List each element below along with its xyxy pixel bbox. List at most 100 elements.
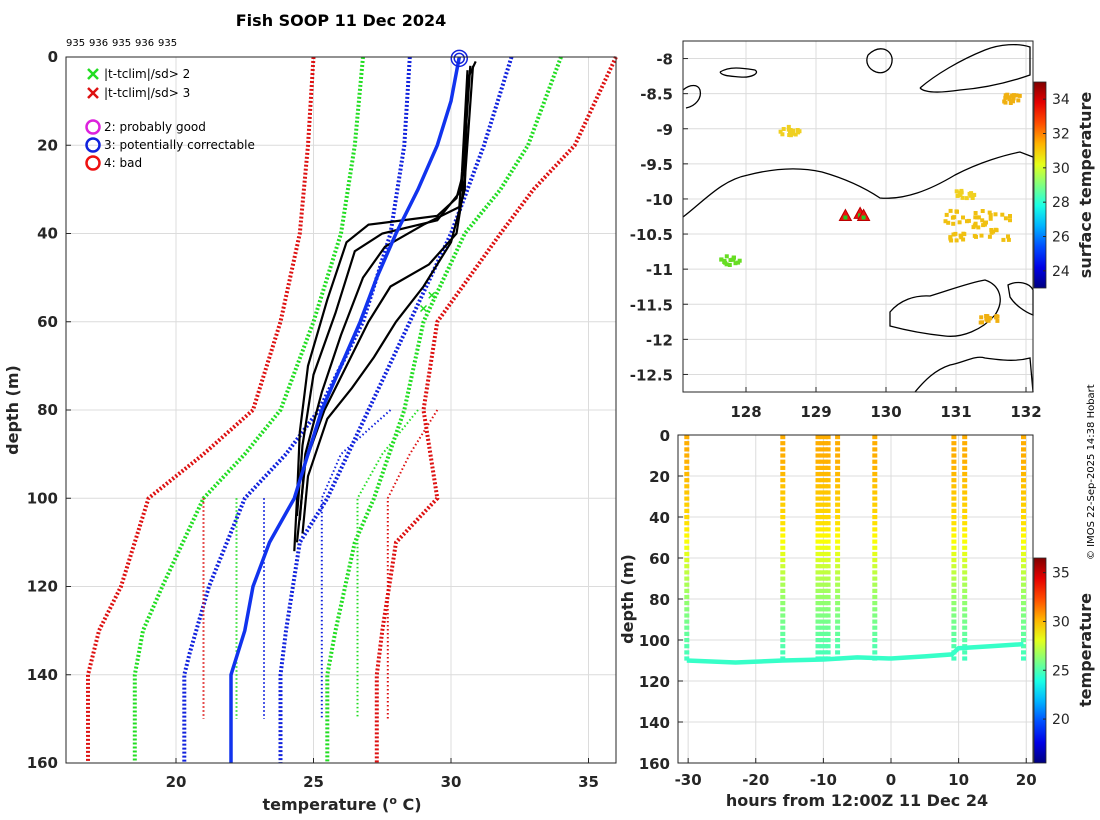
drop-sample (819, 631, 825, 636)
drop-sample (872, 644, 878, 649)
drop-sample (819, 521, 825, 526)
short-green-upper (356, 409, 419, 719)
drop-sample (822, 570, 828, 575)
coastline-timor (682, 151, 1034, 218)
drop-column (835, 435, 841, 661)
drop-sample (1021, 601, 1026, 606)
drop-sample (819, 564, 825, 569)
sst-pixel (973, 221, 978, 226)
drop-sample (815, 478, 821, 483)
drop-sample (815, 490, 821, 495)
clim-lower-1sd (182, 56, 412, 763)
map-y-tick-label: -9 (656, 121, 673, 139)
drop-sample (825, 594, 831, 600)
drop-sample (1021, 631, 1026, 636)
drop-sample (835, 533, 841, 538)
drop-sample (872, 613, 878, 618)
drop-sample (815, 594, 821, 600)
timeseries-xlabel: hours from 12:00Z 11 Dec 24 (726, 791, 988, 810)
drop-sample (815, 465, 821, 470)
drop-sample (684, 588, 690, 593)
drop-sample (780, 601, 786, 606)
drop-sample (815, 471, 821, 477)
drop-sample (835, 539, 841, 544)
drop-sample (872, 533, 878, 538)
drop-sample (684, 650, 690, 655)
sst-pixel (788, 130, 792, 135)
drop-sample (835, 521, 841, 526)
drop-sample (835, 625, 841, 630)
drop-sample (951, 631, 957, 636)
drop-sample (819, 545, 825, 550)
sst-pixel (982, 222, 987, 227)
drop-sample (951, 601, 957, 606)
drop-sample (815, 515, 821, 520)
drop-sample (815, 447, 821, 452)
drop-sample (835, 582, 841, 587)
drop-triangle (856, 208, 871, 221)
drop-sample (962, 656, 968, 661)
drop-sample (1021, 594, 1026, 600)
drop-id: 935 (112, 38, 131, 49)
profile-legend: |t-tclim|/sd> 2 |t-tclim|/sd> 3 2: probabl… (85, 67, 255, 171)
drop-sample (1021, 650, 1026, 655)
drop-sample (825, 508, 831, 513)
drop-sample (684, 533, 690, 538)
drop-sample (951, 471, 957, 477)
drop-sample (825, 539, 831, 544)
drop-sample (835, 607, 841, 612)
drop-sample (780, 631, 786, 636)
sst-pixel (994, 314, 999, 319)
drop-sample (822, 582, 828, 587)
drop-sample (962, 588, 968, 593)
drop-sample (819, 465, 825, 470)
drop-sample (951, 613, 957, 618)
map-x-tick-label: 129 (800, 403, 831, 421)
drop-sample (825, 576, 831, 581)
sst-pixel (968, 193, 973, 198)
legend-label: 3: potentially correctable (104, 138, 255, 152)
drop-sample (872, 607, 878, 612)
sst-pixel (944, 212, 949, 217)
ts-y-tick-label: 140 (639, 714, 670, 732)
sst-pixel (719, 257, 724, 262)
drop-sample (780, 490, 786, 495)
drop-sample (951, 545, 957, 550)
map-y-tick-label: -10 (646, 191, 673, 209)
map-y-tick-label: -12.5 (630, 366, 673, 384)
sst-pixel (730, 257, 735, 262)
drop-sample (872, 582, 878, 587)
drop-sample (684, 607, 690, 612)
drop-sample (819, 601, 825, 606)
drop-sample (962, 539, 968, 544)
drop-sample (684, 453, 690, 458)
sst-pixel (1016, 98, 1021, 103)
drop-sample (684, 564, 690, 569)
drop-dot (843, 215, 848, 220)
drop-sample (825, 533, 831, 538)
sst-pixel (724, 262, 729, 267)
drop-sample (1021, 576, 1026, 581)
drop-sample (835, 447, 841, 452)
drop-sample (962, 496, 968, 501)
drop-sample (819, 490, 825, 495)
drop-location-markers (838, 206, 871, 221)
drop-sample (872, 650, 878, 655)
drop-sample (962, 471, 968, 477)
drop-sample (835, 613, 841, 618)
drop-sample (951, 656, 957, 661)
drop-sample (872, 576, 878, 581)
drop-sample (819, 478, 825, 483)
y-tick-label: 120 (27, 578, 58, 596)
clim-lower-3sd (86, 56, 316, 763)
drop-sample (835, 638, 841, 643)
drop-sample (819, 515, 825, 520)
drop-id-row: 935 936 935 936 935 (66, 38, 177, 49)
profile-xlabel: temperature (o C) (262, 794, 421, 815)
sst-pixel (949, 238, 954, 243)
drop-sample (872, 638, 878, 643)
sst-colorbar-tick-label: 34 (1052, 92, 1070, 108)
sst-pixel (780, 132, 785, 137)
sst-pixel (1003, 100, 1008, 105)
drop-column (822, 435, 828, 661)
